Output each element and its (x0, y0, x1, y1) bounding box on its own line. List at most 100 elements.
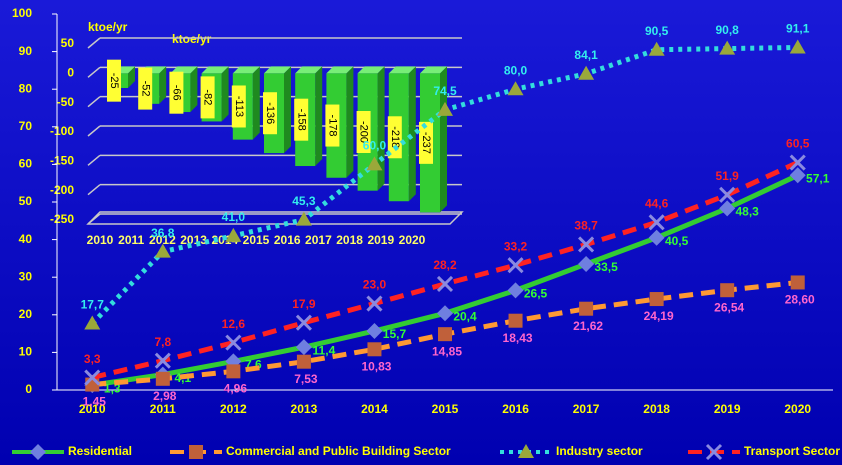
marker (225, 227, 242, 242)
marker (578, 65, 595, 80)
value-label-box (356, 111, 371, 153)
marker (366, 156, 383, 171)
inset-grid-line (87, 154, 101, 166)
value-label: 7,53 (294, 372, 318, 386)
value-label: 41,0 (222, 210, 246, 224)
marker (154, 243, 171, 258)
y-tick-label: 10 (19, 345, 33, 359)
inset-y-tick-label: -200 (50, 183, 74, 197)
y-tick-label: 50 (19, 194, 33, 208)
marker (507, 81, 524, 96)
bar-top (388, 66, 416, 74)
inset-x-tick-label: 2013 (180, 233, 207, 247)
value-label: 7,8 (154, 335, 171, 349)
marker (366, 322, 383, 339)
legend-label: Residential (68, 444, 132, 458)
y-tick-label: 20 (19, 307, 33, 321)
value-label: 45,3 (292, 194, 316, 208)
x-tick-label: 2020 (784, 402, 811, 416)
value-label: 84,1 (574, 48, 598, 62)
bar-top (264, 66, 291, 74)
legend-marker (30, 444, 46, 460)
inset-y-tick-label: -50 (57, 95, 75, 109)
legend-label: Transport Sector (744, 444, 840, 458)
marker (719, 186, 736, 203)
inset-y-tick-label: -250 (50, 212, 74, 226)
inset-y-axis-title: ktoe/yr (172, 32, 212, 46)
value-label: -237 (420, 132, 432, 154)
marker (720, 283, 735, 298)
bar-side (346, 66, 354, 178)
x-tick-label: 2017 (573, 402, 600, 416)
value-label: 91,1 (786, 22, 810, 36)
y-tick-label: 0 (25, 382, 32, 396)
bar-side (377, 66, 385, 191)
inset-grid-line (87, 213, 101, 225)
marker (507, 282, 524, 299)
value-label-box (325, 104, 340, 147)
x-tick-label: 2014 (361, 402, 388, 416)
bar-top (420, 66, 447, 74)
value-label-box (138, 67, 153, 110)
y-tick-label: 90 (19, 44, 33, 58)
value-label: 74,5 (433, 84, 457, 98)
value-label: -25 (108, 73, 120, 89)
legend-marker (705, 443, 723, 461)
value-label: 1,45 (83, 395, 107, 409)
value-label: 57,1 (806, 171, 830, 185)
inset-x-tick-label: 2015 (243, 233, 270, 247)
marker (790, 275, 805, 290)
value-label: 21,62 (573, 319, 603, 333)
y-tick-label: 80 (19, 81, 33, 95)
marker (296, 354, 311, 369)
x-tick-label: 2018 (643, 402, 670, 416)
bar-top (232, 66, 260, 74)
inset-floor (86, 211, 464, 225)
marker (295, 314, 312, 331)
value-label: -52 (139, 81, 151, 97)
value-label-box (231, 85, 246, 128)
marker (719, 200, 736, 217)
y-tick-label: 60 (19, 157, 33, 171)
value-label: 3,3 (84, 352, 101, 366)
bar-side (315, 66, 323, 167)
value-label: -158 (295, 109, 307, 131)
value-label: 11,4 (313, 343, 336, 357)
value-label-box (107, 59, 121, 102)
inset-grid-line (87, 37, 101, 49)
value-label-box (419, 121, 433, 164)
marker (789, 39, 806, 54)
inset-y-tick-label: 0 (67, 66, 74, 80)
value-label-box (169, 71, 184, 114)
inset-x-tick-label: 2012 (149, 233, 176, 247)
value-label: -136 (264, 102, 276, 124)
y-tick-label: 70 (19, 119, 33, 133)
bar-side (408, 66, 416, 202)
value-label: 48,3 (736, 205, 760, 219)
inset-y-tick-label: -150 (50, 154, 74, 168)
x-tick-label: 2016 (502, 402, 529, 416)
value-label: 28,60 (785, 293, 815, 307)
x-tick-label: 2015 (432, 402, 459, 416)
inset-grid-line (87, 184, 101, 196)
value-label: 38,7 (574, 219, 598, 233)
inset-x-tick-label: 2018 (336, 233, 363, 247)
value-label: 90,5 (645, 24, 669, 38)
inset-x-tick-label: 2019 (367, 233, 394, 247)
inset-x-tick-label: 2011 (118, 233, 144, 247)
inset-x-tick-label: 2017 (305, 233, 332, 247)
marker (719, 40, 736, 55)
marker (648, 41, 665, 56)
bar-top (201, 66, 229, 74)
inset-y-tick-label: 50 (61, 36, 75, 50)
marker (155, 371, 170, 386)
legend-marker (518, 444, 534, 458)
x-tick-label: 2019 (714, 402, 741, 416)
inset-grid-line (87, 66, 101, 78)
marker (84, 369, 101, 386)
inset-grid-line (87, 96, 101, 108)
bar-top (357, 66, 385, 74)
legend-label: Industry sector (556, 444, 643, 458)
inset-y-tick-label: -100 (50, 124, 74, 138)
